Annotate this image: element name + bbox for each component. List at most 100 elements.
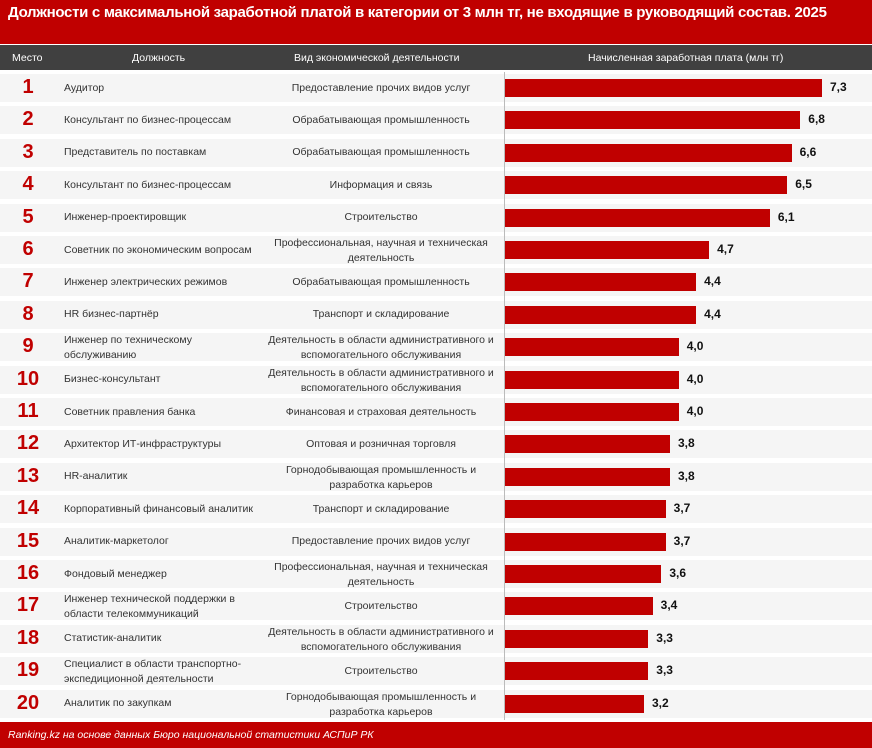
salary-bar (505, 629, 649, 648)
salary-value: 3,3 (656, 630, 673, 645)
table-row: 12 Архитектор ИТ-инфраструктуры Оптовая и … (0, 430, 872, 459)
table-row: 19 Специалист в области транспортно-экспе… (0, 657, 872, 686)
table-row: 4 Консультант по бизнес-процессам Информац… (0, 171, 872, 200)
salary-value: 4,4 (704, 306, 721, 321)
position-name: Инженер-проектировщик (64, 211, 187, 224)
position-name: Статистик-аналитик (64, 632, 162, 645)
salary-value: 3,2 (651, 695, 669, 710)
rank-number: 19 (16, 659, 40, 682)
table-row: 7 Инженер электрических режимов Обрабатыва… (0, 268, 872, 297)
table-row: 10 Бизнес-консультант Деятельность в облас… (0, 365, 872, 394)
table-row: 17 Инженер технической поддержки в област… (0, 592, 872, 621)
salary-bar (505, 176, 788, 195)
salary-value: 3,7 (673, 533, 691, 548)
salary-bar (505, 532, 666, 551)
position-name: Инженер технической поддержки в области … (64, 593, 235, 621)
activity-name: Строительство (344, 599, 418, 612)
activity-name: Деятельность в области административного… (268, 625, 494, 653)
salary-bar (505, 111, 801, 130)
position-name: Инженер электрических режимов (64, 275, 228, 288)
salary-bar (505, 565, 662, 583)
salary-value: 7,3 (830, 80, 847, 94)
salary-bar (505, 467, 670, 486)
salary-value: 4,0 (686, 404, 704, 418)
chart-title: Должности с максимальной заработной плат… (0, 0, 872, 44)
salary-value: 6,1 (777, 209, 795, 224)
rank-number: 10 (16, 367, 40, 390)
position-name: Аналитик по закупкам (64, 697, 172, 710)
table-row: 1 Аудитор Предоставление прочих видов услу… (0, 74, 872, 102)
salary-bar (505, 403, 679, 421)
salary-value: 6,6 (799, 144, 817, 159)
rank-number: 14 (16, 497, 40, 520)
activity-name: Деятельность в области административного… (268, 334, 494, 362)
rank-number: 18 (16, 626, 40, 649)
salary-value: 3,7 (673, 501, 691, 516)
rank-number: 6 (22, 238, 34, 260)
header-position: Должность (132, 52, 186, 64)
salary-bar (505, 662, 649, 681)
rank-number: 8 (22, 302, 34, 325)
activity-name: Информация и связь (329, 178, 433, 191)
table-row: 6 Советник по экономическим вопросам Профе… (0, 236, 872, 264)
table-row: 20 Аналитик по закупкам Горнодобывающая пр… (0, 689, 872, 718)
activity-name: Предоставление прочих видов услуг (291, 81, 471, 94)
salary-bar (505, 500, 666, 519)
position-name: Аудитор (64, 81, 105, 94)
salary-value: 3,6 (669, 566, 687, 580)
salary-bar (505, 241, 710, 259)
rank-number: 15 (16, 529, 40, 552)
axis-line (504, 72, 505, 720)
position-name: HR бизнес-партнёр (64, 308, 159, 321)
rank-number: 5 (22, 205, 34, 228)
position-name: Инженер по техническому обслуживанию (64, 334, 192, 362)
rank-number: 20 (16, 691, 40, 714)
activity-name: Деятельность в области административного… (268, 366, 494, 394)
salary-bar (505, 79, 822, 97)
position-name: HR-аналитик (64, 470, 128, 483)
activity-name: Строительство (344, 211, 418, 224)
salary-value: 4,4 (704, 274, 721, 289)
table-row: 5 Инженер-проектировщик Строительство 6,1 (0, 203, 872, 232)
salary-value: 3,4 (660, 598, 678, 613)
table-row: 9 Инженер по техническому обслуживанию Дея… (0, 333, 872, 362)
table-row: 11 Советник правления банка Финансовая и с… (0, 398, 872, 426)
salary-value: 4,0 (686, 371, 704, 386)
rank-number: 4 (22, 173, 34, 196)
activity-name: Предоставление прочих видов услуг (291, 535, 471, 548)
activity-name: Профессиональная, научная и техническая … (274, 237, 488, 264)
salary-value: 6,8 (808, 112, 825, 127)
activity-name: Обрабатывающая промышленность (292, 275, 470, 288)
activity-name: Транспорт и складирование (312, 308, 450, 321)
header-salary: Начисленная заработная плата (млн тг) (588, 52, 784, 64)
table-row: 2 Консультант по бизнес-процессам Обрабаты… (0, 106, 872, 135)
table-row: 15 Аналитик-маркетолог Предоставление проч… (0, 527, 872, 556)
salary-bar (505, 143, 792, 162)
header-activity: Вид экономической деятельности (294, 52, 460, 64)
salary-bar (505, 694, 644, 713)
position-name: Представитель по поставкам (64, 146, 207, 159)
salary-value: 3,3 (656, 663, 673, 678)
salary-bar (505, 208, 770, 227)
activity-name: Строительство (344, 664, 418, 677)
position-name: Советник правления банка (64, 405, 196, 418)
activity-name: Оптовая и розничная торговля (306, 437, 456, 450)
salary-value: 4,7 (717, 242, 734, 256)
rank-number: 13 (16, 464, 40, 487)
salary-bar (505, 370, 679, 389)
salary-value: 3,8 (678, 468, 695, 483)
table-row: 8 HR бизнес-партнёр Транспорт и складирова… (0, 300, 872, 329)
position-name: Специалист в области транспортно-экспеди… (64, 658, 242, 686)
position-name: Фондовый менеджер (64, 567, 167, 580)
salary-value: 3,8 (678, 436, 695, 451)
activity-name: Обрабатывающая промышленность (292, 113, 470, 126)
rank-number: 3 (22, 140, 34, 163)
position-name: Бизнес-консультант (64, 373, 161, 386)
position-name: Советник по экономическим вопросам (64, 243, 252, 256)
activity-name: Финансовая и страховая деятельность (285, 405, 477, 418)
position-name: Архитектор ИТ-инфраструктуры (64, 437, 221, 450)
position-name: Аналитик-маркетолог (64, 535, 169, 548)
rank-number: 16 (16, 562, 40, 584)
table-row: 18 Статистик-аналитик Деятельность в облас… (0, 624, 872, 653)
salary-bar (505, 305, 697, 324)
